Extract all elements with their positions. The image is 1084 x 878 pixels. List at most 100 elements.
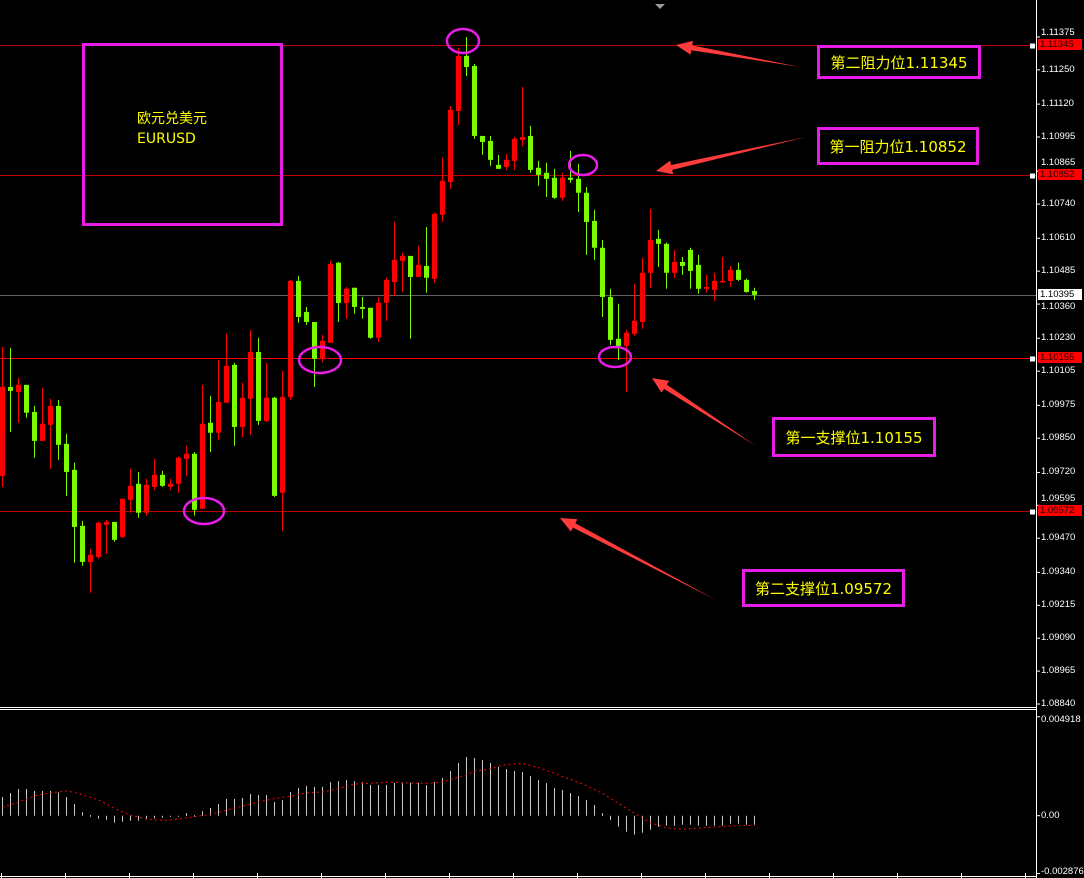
price-tick-label: 1.10865 [1041, 156, 1076, 168]
candle-bullish [432, 212, 437, 283]
highlight-ellipse [597, 345, 633, 369]
candle-body [520, 136, 525, 140]
candle-bearish [664, 242, 669, 289]
candle-body [464, 55, 469, 67]
candle-body [704, 286, 709, 289]
candle-bullish [440, 157, 445, 222]
candle-body [208, 422, 213, 433]
annotation-overlays [182, 27, 806, 600]
candle-body [352, 287, 357, 307]
chart-shift-marker-icon[interactable] [655, 4, 665, 9]
level-handle[interactable] [1030, 356, 1035, 362]
macd-signal-line [2, 762, 755, 830]
candle-body [344, 288, 349, 304]
level-price-label: 1.10852 [1038, 168, 1082, 180]
price-tick-label: 1.11250 [1041, 63, 1075, 75]
candle-body [168, 483, 173, 487]
chart-frame [0, 0, 1037, 878]
candle-bearish [352, 287, 357, 314]
level-handle[interactable] [1030, 43, 1035, 49]
price-tick-label: 1.10995 [1041, 130, 1076, 142]
candle-bullish [200, 384, 205, 509]
candle-bearish [424, 226, 429, 293]
resistance-1-label: 第一阻力位1.10852 [817, 127, 979, 165]
candle-bearish [472, 63, 477, 139]
price-tick-label: 1.09720 [1041, 466, 1076, 478]
price-tick-label: 1.11375 [1041, 26, 1075, 38]
candle-bullish [224, 333, 229, 403]
candle-body [640, 272, 645, 322]
price-tick-label: 1.09340 [1041, 566, 1076, 578]
candle-body [376, 302, 381, 338]
candle-bearish [736, 262, 741, 281]
candles [0, 37, 757, 593]
candle-bullish [384, 277, 389, 321]
candle-bullish [400, 252, 405, 292]
candle-bullish [648, 208, 653, 288]
candle-body [112, 521, 117, 540]
candle-bearish [496, 154, 501, 169]
candle-body [680, 261, 685, 266]
candle-bullish [672, 249, 677, 278]
candle-body [688, 249, 693, 271]
candle-bearish [312, 321, 317, 387]
candle-body [232, 364, 237, 427]
candle-bullish [0, 346, 5, 487]
candle-bearish [112, 521, 117, 542]
candle-body [280, 396, 285, 493]
candle-body [720, 280, 725, 283]
highlight-ellipse [297, 345, 343, 375]
candle-body [24, 384, 29, 413]
candle-body [0, 386, 5, 476]
level-price-label: 1.09572 [1038, 505, 1082, 517]
candle-bearish [368, 307, 373, 339]
candle-body [728, 269, 733, 281]
candle-body [320, 340, 325, 359]
symbol-box: 欧元兑美元 EURUSD [82, 43, 283, 226]
candle-bearish [408, 255, 413, 339]
candle-bullish [456, 47, 461, 125]
candle-body [672, 261, 677, 273]
candle-bearish [656, 229, 661, 267]
candle-bullish [720, 256, 725, 283]
level-handle[interactable] [1030, 509, 1035, 515]
candle-bearish [304, 306, 309, 325]
candle-bearish [80, 520, 85, 566]
candle-body [80, 525, 85, 562]
candle-bullish [712, 272, 717, 301]
candle-body [152, 474, 157, 487]
candle-bearish [136, 471, 141, 518]
highlight-ellipse [445, 27, 481, 55]
candle-bearish [528, 125, 533, 173]
candle-bullish [288, 279, 293, 400]
candle-body [472, 65, 477, 136]
level-handle[interactable] [1030, 173, 1035, 179]
candle-body [224, 365, 229, 403]
candle-bullish [216, 359, 221, 440]
candle-bearish [208, 395, 213, 452]
candle-body [528, 135, 533, 170]
candle-bearish [544, 162, 549, 197]
candle-bullish [88, 548, 93, 593]
candle-body [752, 290, 757, 295]
candle-bullish [640, 257, 645, 329]
candle-bullish [512, 136, 517, 170]
candle-body [664, 243, 669, 273]
candle-bullish [120, 498, 125, 538]
support-1-label: 第一支撑位1.10155 [772, 417, 936, 457]
candle-bullish [704, 274, 709, 293]
candle-body [584, 192, 589, 222]
candle-body [136, 483, 141, 513]
symbol-code: EURUSD [137, 131, 196, 147]
candle-body [256, 351, 261, 421]
candle-body [40, 423, 45, 441]
candle-body [56, 405, 61, 445]
candle-body [32, 411, 37, 441]
candle-body [656, 238, 661, 244]
candle-bullish [40, 387, 45, 441]
candle-bullish [184, 445, 189, 476]
candle-body [160, 474, 165, 486]
candle-body [712, 280, 717, 290]
candle-body [312, 321, 317, 359]
candle-bearish [72, 462, 77, 563]
